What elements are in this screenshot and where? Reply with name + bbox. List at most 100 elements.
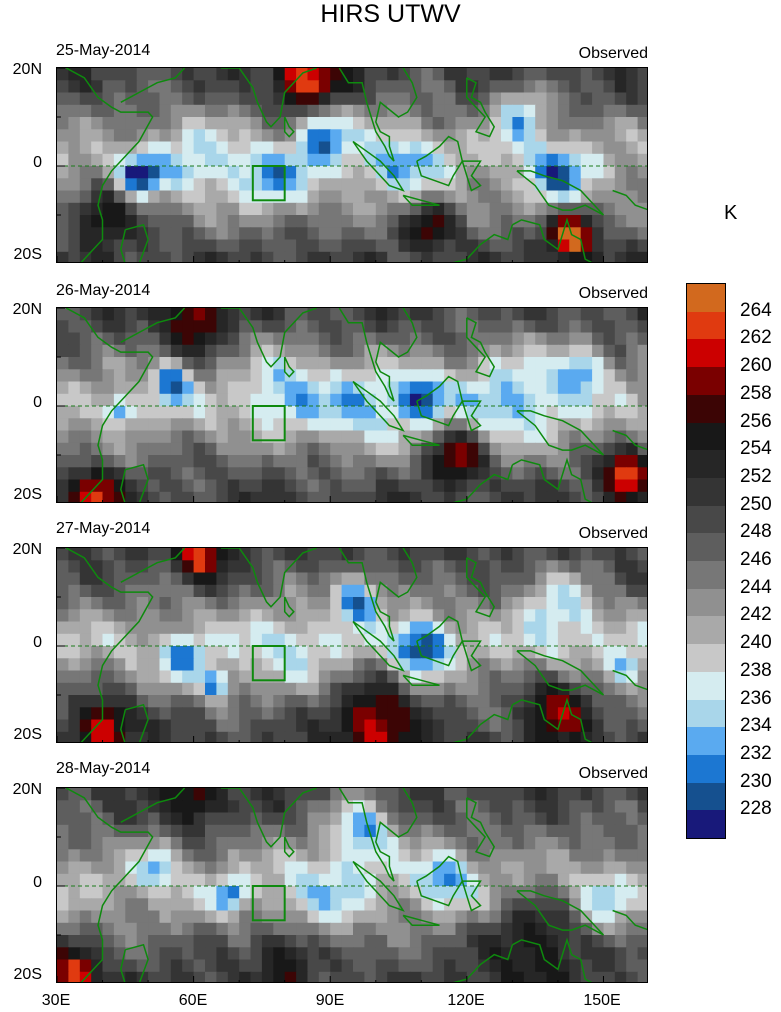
field-cell	[387, 117, 400, 130]
field-cell	[261, 308, 274, 321]
field-cell	[432, 92, 445, 106]
study-region-box	[251, 645, 286, 682]
map-canvas	[57, 68, 647, 262]
field-cell	[398, 215, 411, 228]
field-cell	[614, 393, 627, 407]
field-cell	[501, 572, 513, 586]
field-cell	[307, 68, 320, 81]
field-cell	[557, 129, 570, 143]
field-cell	[603, 731, 616, 742]
field-cell	[318, 227, 331, 241]
field-cell	[580, 381, 593, 395]
field-cell	[409, 719, 422, 733]
field-cell	[125, 861, 138, 875]
field-cell	[626, 670, 639, 684]
field-cell	[273, 886, 286, 899]
field-cell	[330, 824, 343, 838]
field-cell	[148, 202, 161, 216]
field-cell	[261, 332, 274, 346]
field-cell	[136, 731, 149, 742]
field-cell	[57, 178, 69, 192]
field-cell	[307, 670, 320, 684]
field-cell	[296, 609, 309, 623]
field-cell	[637, 308, 647, 321]
field-cell	[364, 308, 377, 321]
study-region-box	[251, 405, 286, 442]
field-cell	[159, 129, 172, 143]
field-cell	[216, 670, 229, 684]
field-cell	[592, 837, 605, 850]
field-cell	[466, 227, 479, 241]
field-cell	[113, 381, 126, 395]
field-cell	[170, 153, 183, 167]
field-cell	[261, 707, 274, 721]
field-cell	[284, 947, 297, 961]
field-cell	[273, 707, 286, 721]
field-cell	[159, 695, 172, 708]
field-cell	[261, 320, 274, 334]
field-cell	[557, 788, 570, 801]
field-cell	[57, 597, 69, 610]
field-cell	[125, 406, 138, 419]
field-cell	[444, 788, 457, 801]
field-cell	[250, 947, 263, 961]
field-cell	[193, 731, 206, 742]
field-cell	[182, 922, 195, 936]
field-cell	[159, 560, 172, 574]
field-cell	[489, 68, 502, 81]
field-cell	[398, 682, 411, 696]
field-cell	[557, 719, 570, 733]
field-cell	[546, 467, 559, 481]
field-cell	[307, 609, 320, 623]
field-cell	[261, 92, 274, 106]
field-cell	[330, 344, 343, 358]
field-cell	[261, 824, 274, 838]
field-cell	[432, 332, 445, 346]
colorbar-swatch	[687, 477, 725, 507]
field-cell	[432, 491, 445, 502]
field-cell	[489, 369, 502, 383]
field-cell	[296, 190, 309, 204]
field-cell	[113, 548, 126, 561]
field-cell	[432, 597, 445, 610]
field-cell	[398, 455, 411, 468]
field-cell	[580, 320, 593, 334]
field-cell	[535, 430, 548, 444]
field-cell	[284, 141, 297, 155]
field-cell	[273, 971, 286, 982]
field-cell	[592, 719, 605, 733]
field-cell	[398, 800, 411, 814]
field-cell	[170, 849, 183, 863]
field-cell	[261, 861, 274, 875]
field-cell	[296, 153, 309, 167]
field-cell	[205, 442, 217, 456]
field-cell	[626, 357, 639, 370]
field-cell	[455, 104, 468, 118]
field-cell	[592, 658, 605, 672]
field-cell	[444, 922, 457, 936]
field-cell	[341, 381, 354, 395]
field-cell	[444, 584, 457, 598]
field-cell	[489, 947, 502, 961]
field-cell	[614, 560, 627, 574]
field-cell	[626, 837, 639, 850]
field-cell	[250, 215, 263, 228]
field-cell	[170, 491, 183, 502]
field-cell	[592, 332, 605, 346]
field-cell	[614, 935, 627, 948]
field-cell	[125, 849, 138, 863]
field-cell	[341, 369, 354, 383]
field-cell	[227, 141, 240, 155]
field-cell	[421, 584, 434, 598]
field-cell	[250, 682, 263, 696]
field-cell	[626, 239, 639, 253]
field-cell	[398, 357, 411, 370]
field-cell	[512, 479, 525, 493]
field-cell	[227, 572, 240, 586]
field-cell	[318, 442, 331, 456]
field-cell	[341, 597, 354, 610]
field-cell	[68, 479, 81, 493]
coastline	[338, 308, 418, 402]
field-cell	[296, 320, 309, 334]
field-cell	[170, 922, 183, 936]
